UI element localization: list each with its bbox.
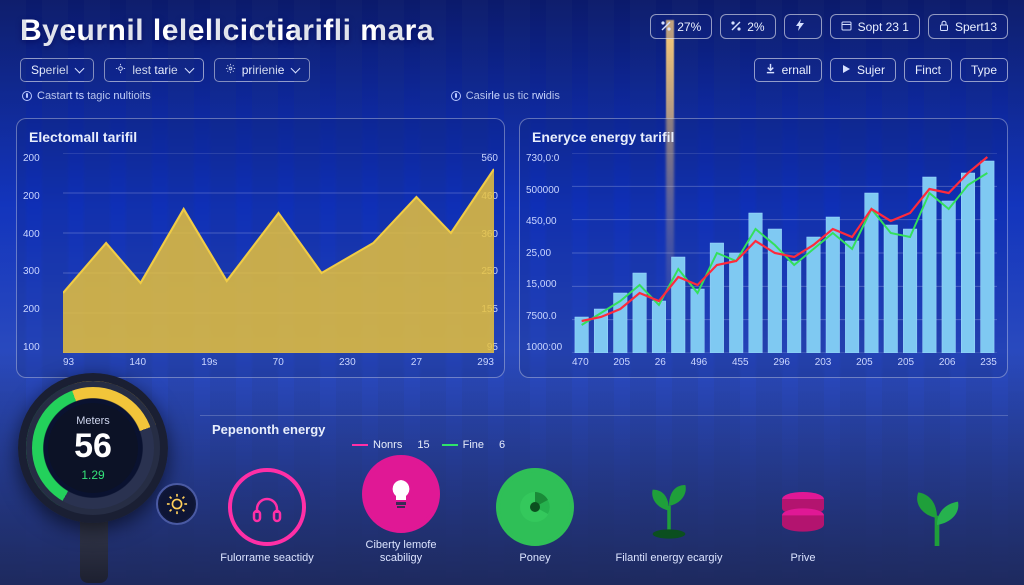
meter-gauge: Meters 56 1.29	[18, 373, 188, 543]
chevron-down-icon	[290, 63, 299, 77]
chevron-down-icon	[184, 63, 193, 77]
meter-subvalue: 1.29	[81, 468, 104, 482]
tiles-row: Fulorrame seactidy Ciberty lemofe scabili…	[212, 455, 996, 564]
bottom-legend: Nonrs15 Fine6	[352, 439, 505, 451]
filter-row-right: ernall Sujer Finct Type	[754, 58, 1008, 82]
gauge-ring: Meters 56 1.29	[18, 373, 168, 523]
gear-icon	[225, 63, 236, 77]
play-icon	[841, 63, 851, 77]
tile-caption: Ciberty lemofe scabiligy	[346, 539, 456, 564]
bolt-icon-chip[interactable]	[784, 14, 822, 39]
chart1-plot	[63, 153, 494, 353]
Sujer-chip[interactable]: Sujer	[830, 58, 896, 82]
meter-label: Meters	[76, 415, 110, 427]
bottom-title: Pepenonth energy	[212, 422, 996, 437]
bulb-icon	[362, 455, 440, 533]
chart1-title: Electomall tarifil	[29, 129, 492, 145]
percent-icon	[661, 20, 671, 34]
chart2-title: Eneryce energy tarifil	[532, 129, 995, 145]
segments-icon	[496, 468, 574, 546]
tile-plant-icon[interactable]: Filantil energy ecargiy	[614, 471, 724, 565]
tile-caption: Filantil energy ecargiy	[616, 552, 723, 565]
legend-Nonrs: Nonrs15	[352, 439, 430, 451]
percent-icon	[731, 20, 741, 34]
bolt-icon	[795, 19, 805, 34]
calendar-icon	[841, 20, 852, 34]
pririenie-chip[interactable]: pririenie	[214, 58, 311, 82]
tile-segments-icon[interactable]: Poney	[480, 468, 590, 565]
plant-icon	[634, 471, 704, 546]
headphones-icon	[228, 468, 306, 546]
chart2-plot	[572, 153, 997, 353]
chart1-yaxis: 100200300400200200	[23, 153, 61, 353]
lock-icon	[939, 20, 949, 34]
tile-coins-icon[interactable]: Prive	[748, 471, 858, 565]
bottom-strip: Pepenonth energy Nonrs15 Fine6 Fulorrame …	[200, 415, 1008, 575]
Finct-chip[interactable]: Finct	[904, 58, 952, 82]
27%-chip[interactable]: 27%	[650, 14, 712, 39]
lest tarie-chip[interactable]: lest tarie	[104, 58, 203, 82]
chart2-xaxis: 47020526496455296203205205206235	[572, 357, 997, 371]
coins-icon	[768, 471, 838, 546]
tile-caption: Fulorrame seactidy	[220, 552, 314, 565]
Sopt 23 1-chip[interactable]: Sopt 23 1	[830, 14, 920, 39]
Speriel-chip[interactable]: Speriel	[20, 58, 94, 82]
sun-gear-icon[interactable]	[156, 483, 198, 525]
Spert13-chip[interactable]: Spert13	[928, 14, 1008, 39]
top-right-pills: 27% 2% Sopt 23 1 Spert13	[650, 14, 1008, 39]
download-icon	[765, 63, 776, 77]
chart2-yaxis: 1000:007500.015,00025,00450,00500000730,…	[526, 153, 570, 353]
sprout-icon	[902, 483, 972, 558]
tile-caption: Poney	[519, 552, 550, 565]
tile-sprout-icon[interactable]	[882, 483, 992, 564]
Type-chip[interactable]: Type	[960, 58, 1008, 82]
tile-headphones-icon[interactable]: Fulorrame seactidy	[212, 468, 322, 565]
caption-left: Castart ts tagic nultioits	[37, 90, 151, 102]
meter-value: 56	[74, 427, 112, 466]
chart1-xaxis: 9314019s7023027293	[63, 357, 494, 371]
caption-right: Casirle us tic rwidis	[466, 90, 560, 102]
info-icon	[22, 91, 32, 101]
ernall-chip[interactable]: ernall	[754, 58, 822, 82]
sun-icon	[115, 63, 126, 77]
chevron-down-icon	[74, 63, 83, 77]
tile-caption: Prive	[790, 552, 815, 565]
info-icon	[451, 91, 461, 101]
captions: Castart ts tagic nultioits Casirle us ti…	[0, 82, 1024, 102]
chart-panels: Electomall tarifil 100200300400200200 95…	[16, 118, 1008, 378]
2%-chip[interactable]: 2%	[720, 14, 775, 39]
legend-Fine: Fine6	[442, 439, 506, 451]
panel-energy: Eneryce energy tarifil 1000:007500.015,0…	[519, 118, 1008, 378]
tile-bulb-icon[interactable]: Ciberty lemofe scabiligy	[346, 455, 456, 564]
panel-electomall: Electomall tarifil 100200300400200200 95…	[16, 118, 505, 378]
